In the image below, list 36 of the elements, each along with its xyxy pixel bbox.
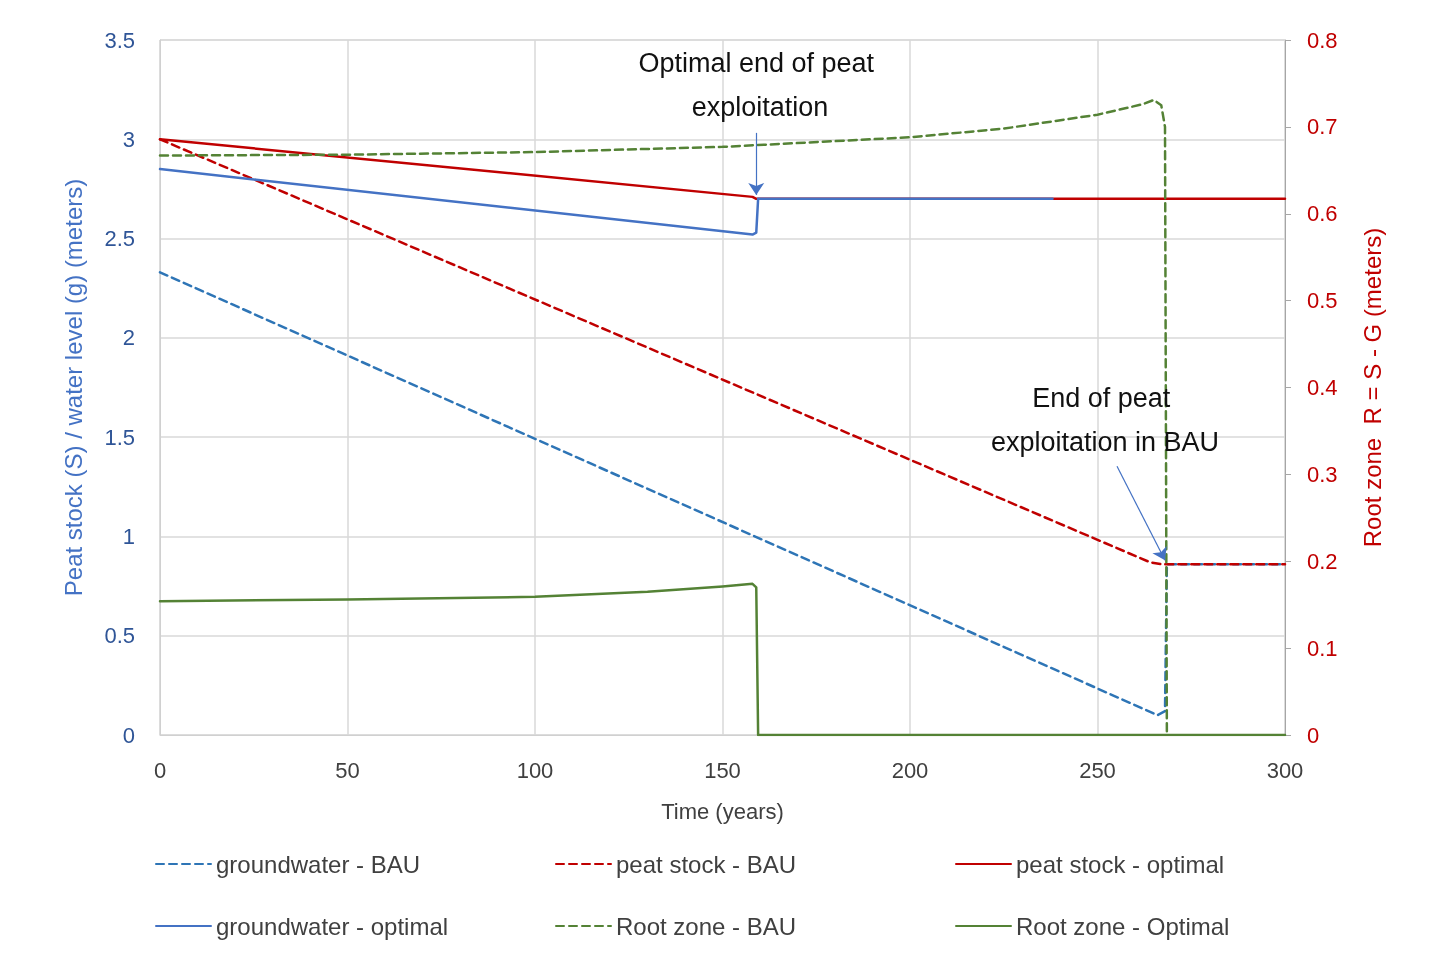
line-series: [158, 167, 1054, 236]
y-tick-label: 3.5: [104, 27, 135, 53]
x-tick-label: 0: [153, 757, 167, 783]
y2-tick-label: 0.5: [1307, 288, 1338, 314]
y-tick-label: 1.5: [104, 424, 135, 450]
y2-tick-label: 0.3: [1307, 461, 1338, 487]
y2-tick-label: 0.1: [1307, 635, 1338, 661]
legend-label: groundwater - optimal: [216, 912, 449, 940]
x-tick-label: 250: [1079, 757, 1116, 783]
legend-label: peat stock - optimal: [1016, 850, 1225, 878]
annotation: Optimal end of peat exploitation: [638, 47, 875, 122]
y2-tick-label: 0.2: [1307, 548, 1338, 574]
legend-label: Root zone - Optimal: [1016, 912, 1230, 940]
x-axis-title: Time (years): [661, 798, 784, 824]
y-axis-title: Peat stock (S) / water level (g) (meters): [59, 178, 87, 597]
y2-tick-label: 0: [1307, 722, 1320, 748]
y-tick-label: 0: [122, 722, 135, 748]
y-tick-label: 1: [122, 523, 135, 549]
x-tick-label: 150: [704, 757, 741, 783]
y2-axis-title: Root zone R = S - G (meters): [1358, 227, 1386, 548]
y-tick-label: 2.5: [104, 226, 135, 252]
x-tick-label: 300: [1266, 757, 1304, 783]
y-tick-label: 0.5: [104, 623, 135, 649]
x-tick-label: 100: [516, 757, 554, 783]
annotation: End of peat exploitation in BAU: [990, 383, 1220, 458]
y2-tick-label: 0.6: [1307, 201, 1338, 227]
legend-label: groundwater - BAU: [216, 850, 421, 878]
y2-tick-label: 0.7: [1307, 114, 1338, 140]
legend-label: peat stock - BAU: [616, 850, 797, 878]
y-tick-label: 3: [122, 126, 135, 152]
y2-tick-label: 0.8: [1307, 27, 1338, 53]
y-tick-label: 2: [122, 325, 135, 351]
x-tick-label: 200: [891, 757, 929, 783]
x-tick-label: 50: [335, 757, 360, 783]
legend-label: Root zone - BAU: [616, 912, 797, 940]
y2-tick-label: 0.4: [1307, 375, 1338, 400]
